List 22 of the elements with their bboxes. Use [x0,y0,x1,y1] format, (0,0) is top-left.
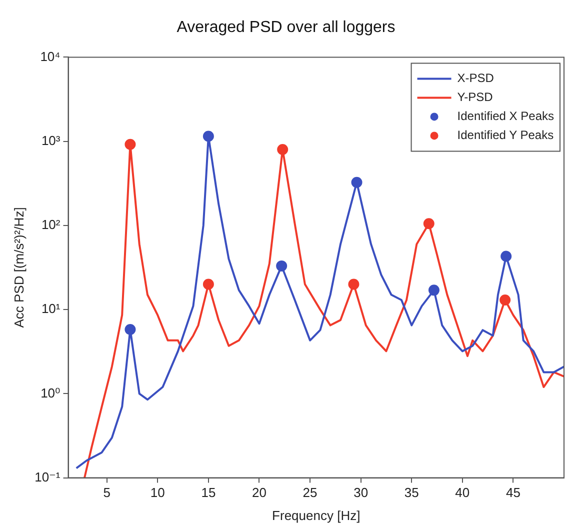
x-tick-label: 20 [252,485,266,500]
y-tick-label: 10² [41,217,61,232]
legend-label: X-PSD [457,71,494,86]
x-tick-label: 10 [150,485,165,500]
x-tick-label: 15 [201,485,216,500]
legend-label: Identified Y Peaks [457,128,554,142]
y-axis-title: Acc PSD [(m/s²)²/Hz] [11,207,26,328]
x-tick-label: 30 [354,485,368,500]
x-tick-label: 35 [404,485,419,500]
x-tick-label: 25 [302,485,318,500]
y-tick-label: 10⁴ [40,48,60,64]
legend-label: Identified X Peaks [457,109,554,124]
y-tick-label: 10⁰ [40,385,60,400]
y-tick-label: 10¹ [41,301,61,316]
x-tick-label: 5 [103,485,110,500]
y-tick-label: 10⁻¹ [34,469,61,484]
chart-title: Averaged PSD over all loggers [176,19,396,36]
y-tick-label: 10³ [41,132,61,148]
x-tick-label: 45 [506,485,520,500]
x-axis-title: Frequency [Hz] [272,508,360,523]
x-tick-label: 40 [455,485,470,500]
legend-label: Y-PSD [457,90,494,104]
